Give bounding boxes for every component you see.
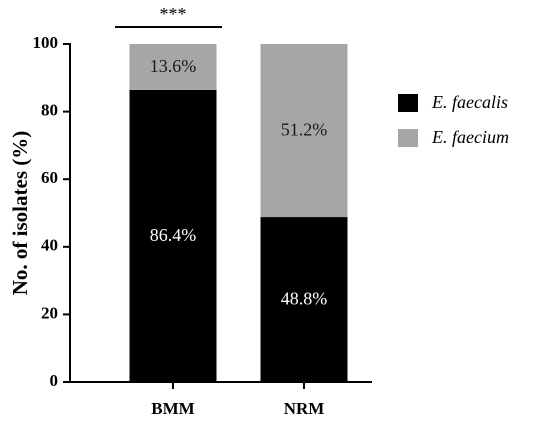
y-tick-label: 80: [41, 101, 58, 120]
y-tick-label: 40: [41, 236, 58, 255]
legend-swatch: [398, 94, 418, 112]
data-label: 13.6%: [150, 56, 197, 76]
y-tick-label: 0: [50, 371, 59, 390]
data-label: 48.8%: [281, 289, 328, 309]
x-tick-label: NRM: [284, 399, 325, 418]
legend-label: E. faecium: [431, 127, 509, 147]
bar-segment: [129, 44, 217, 90]
legend-swatch: [398, 129, 418, 147]
significance: ***: [160, 4, 187, 24]
y-tick-label: 20: [41, 303, 58, 322]
x-tick-label: BMM: [151, 399, 194, 418]
bar-segment: [129, 89, 217, 382]
legend-label: E. faecalis: [431, 92, 508, 112]
bar-segment: [260, 217, 348, 382]
data-label: 51.2%: [281, 120, 328, 140]
y-tick-label: 100: [33, 33, 59, 52]
bar-segment: [260, 44, 348, 218]
y-tick-label: 60: [41, 168, 58, 187]
data-label: 86.4%: [150, 225, 197, 245]
y-axis-label: No. of isolates (%): [8, 131, 32, 295]
